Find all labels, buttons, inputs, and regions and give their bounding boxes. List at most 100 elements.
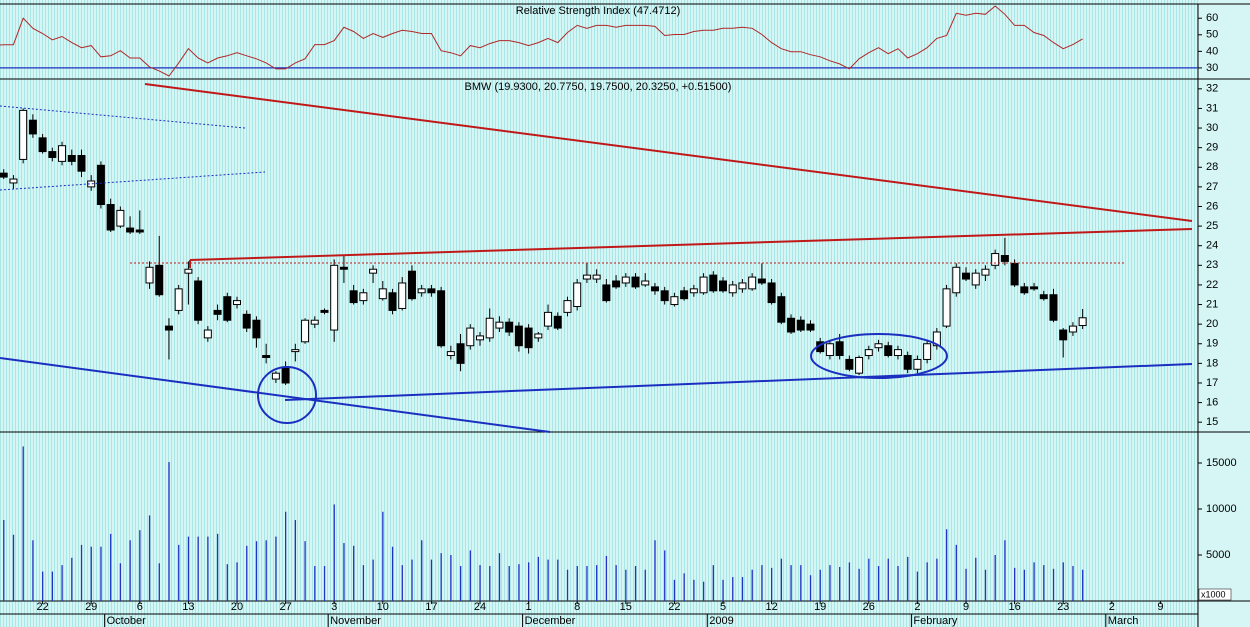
volume-bar [285, 511, 287, 601]
volume-bar [732, 577, 734, 601]
x-tick-label: 12 [765, 601, 777, 613]
candle-body [874, 343, 883, 349]
candle-body [952, 266, 961, 294]
volume-bar [1072, 566, 1074, 601]
volume-bar [518, 564, 520, 601]
volume-bar [197, 536, 199, 601]
x-tick-label: 24 [474, 601, 486, 613]
trendline [0, 171, 266, 191]
y-tick-label: 17 [1206, 377, 1218, 389]
candle-body [164, 325, 173, 331]
candle-body [310, 319, 319, 325]
volume-bar [323, 566, 326, 601]
candle-body [466, 327, 475, 347]
volume-bar [615, 565, 617, 601]
volume-bar [440, 553, 442, 601]
x-tick-label: 20 [231, 601, 243, 613]
y-tick-label: 20 [1206, 318, 1218, 330]
x-tick-label: 27 [279, 601, 291, 613]
volume-bar [829, 565, 831, 601]
candle-body [223, 296, 232, 321]
volume-bar [839, 566, 841, 601]
volume-bar [702, 581, 705, 601]
candle-body [923, 343, 932, 360]
volume-bar [265, 540, 267, 601]
x-tick-label: 26 [863, 601, 875, 613]
volume-bar [634, 566, 637, 601]
candle-body [339, 266, 348, 270]
volume-bar [178, 544, 180, 601]
candle-body [1030, 286, 1039, 290]
volume-bar [809, 575, 812, 601]
candle-body [485, 317, 494, 339]
candle-body [748, 276, 757, 290]
candle-body [378, 288, 387, 300]
candle-body [417, 288, 426, 294]
candle-body [427, 288, 436, 294]
volume-bar [80, 544, 83, 601]
candle-body [660, 290, 669, 302]
y-tick-label: 32 [1206, 83, 1218, 95]
candle-body [514, 325, 523, 347]
volume-bar [576, 566, 578, 601]
candle-body [252, 319, 261, 339]
volume-bar [605, 555, 608, 601]
candle-body [446, 351, 455, 357]
y-tick-label: 16 [1206, 396, 1218, 408]
volume-bar [761, 565, 763, 601]
volume-bar [314, 566, 316, 601]
volume-bar [596, 565, 598, 601]
volume-bar [528, 562, 530, 601]
volume-bar [187, 536, 190, 601]
volume-bar [673, 579, 676, 601]
volume-bar [722, 579, 724, 601]
candle-body [174, 288, 183, 311]
candle-body [155, 264, 164, 296]
volume-bar [333, 504, 335, 601]
volume-bar [557, 559, 559, 601]
candle-body [602, 284, 611, 302]
volume-bar [479, 565, 481, 601]
candle-body [476, 335, 484, 341]
volume-bar [275, 536, 277, 601]
candle-body [48, 151, 57, 158]
candle-body [77, 154, 86, 172]
candle-body [991, 253, 1000, 266]
candle-body [592, 274, 601, 280]
volume-bar [372, 559, 374, 601]
volume-bar [994, 555, 996, 601]
candle-body [281, 366, 290, 384]
candle-body [271, 372, 280, 380]
volume-bar [255, 541, 258, 601]
x-tick-label: 29 [85, 601, 97, 613]
candle-body [845, 358, 854, 370]
candle-body [369, 268, 378, 274]
volume-bar [362, 565, 365, 601]
volume-bar [664, 550, 666, 601]
candle-body [612, 280, 621, 288]
candle-body [1010, 262, 1019, 286]
month-label: October [107, 615, 146, 627]
candle-body [582, 274, 591, 280]
volume-bar [32, 540, 34, 601]
y-tick-label: 31 [1206, 102, 1218, 114]
volume-bar [984, 569, 987, 601]
candle-body [544, 311, 553, 327]
x-tick-label: 10 [377, 601, 389, 613]
trendline [144, 83, 1193, 222]
y-tick-label: 23 [1206, 259, 1218, 271]
candle-body [573, 282, 582, 307]
volume-bar [547, 559, 549, 601]
volume-bar [771, 567, 773, 601]
volume-bar [712, 565, 714, 601]
volume-bar [22, 446, 24, 601]
candle-body [835, 341, 844, 357]
candle-body [855, 356, 864, 374]
y-tick-label: 5000 [1206, 549, 1230, 561]
x-tick-label: 13 [182, 601, 194, 613]
candle-body [971, 272, 980, 286]
volume-bar [586, 566, 588, 601]
x-tick-label: 17 [425, 601, 437, 613]
candle-body [184, 268, 193, 274]
volume-bar [343, 543, 345, 601]
